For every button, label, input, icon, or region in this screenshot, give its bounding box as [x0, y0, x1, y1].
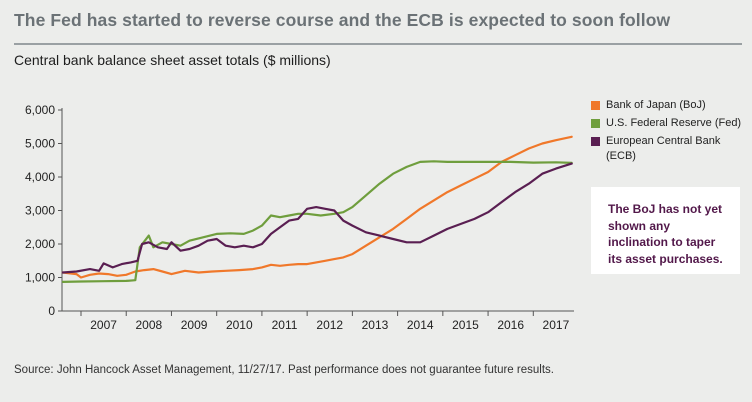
chart-series [61, 135, 573, 283]
y-tick-label: 1,000 [25, 271, 55, 285]
x-tick-label: 2008 [135, 318, 162, 332]
chart-legend: Bank of Japan (BoJ) U.S. Federal Reserve… [591, 98, 749, 167]
x-tick-label: 2017 [543, 318, 570, 332]
legend-label-fed: U.S. Federal Reserve (Fed) [606, 117, 742, 129]
legend-swatch-boj [591, 101, 600, 110]
title-divider [14, 43, 742, 45]
legend-item-ecb: European Central Bank (ECB) [591, 134, 749, 164]
x-tick-label: 2011 [272, 318, 298, 332]
chart-subtitle: Central bank balance sheet asset totals … [14, 52, 331, 68]
legend-swatch-ecb [591, 137, 600, 146]
chart-title: The Fed has started to reverse course an… [14, 10, 671, 30]
y-tick-label: 0 [48, 304, 55, 318]
x-tick-label: 2010 [226, 318, 253, 332]
y-tick-label: 4,000 [25, 170, 55, 184]
x-tick-label: 2016 [497, 318, 524, 332]
callout-box: The BoJ has not yet shown any inclinatio… [591, 187, 740, 274]
y-tick-label: 6,000 [25, 103, 55, 117]
legend-label-ecb: European Central Bank (ECB) [606, 135, 721, 162]
legend-swatch-fed [591, 119, 600, 128]
chart-axes: 0 1,000 2,000 3,000 4,000 5,000 6,000 2007 2008 2… [25, 103, 574, 332]
x-tick-label: 2015 [452, 318, 479, 332]
source-note: Source: John Hancock Asset Management, 1… [14, 364, 554, 376]
legend-item-fed: U.S. Federal Reserve (Fed) [591, 116, 749, 131]
y-tick-label: 3,000 [25, 204, 55, 218]
series-line-ecb [61, 162, 573, 274]
y-tick-label: 5,000 [25, 137, 55, 151]
callout-text: The BoJ has not yet shown any inclinatio… [608, 202, 723, 266]
x-tick-label: 2013 [362, 318, 389, 332]
x-tick-label: 2009 [181, 318, 208, 332]
x-tick-label: 2007 [90, 318, 117, 332]
legend-item-boj: Bank of Japan (BoJ) [591, 98, 749, 113]
series-line-boj [61, 135, 573, 279]
x-tick-label: 2014 [407, 318, 434, 332]
legend-label-boj: Bank of Japan (BoJ) [606, 99, 706, 111]
series-line-fed [61, 160, 573, 283]
y-tick-label: 2,000 [25, 237, 55, 251]
x-tick-label: 2012 [316, 318, 343, 332]
